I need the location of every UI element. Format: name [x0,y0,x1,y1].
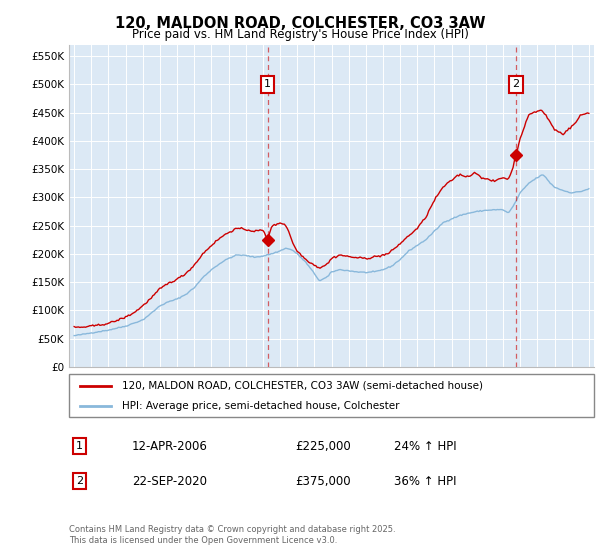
Text: 120, MALDON ROAD, COLCHESTER, CO3 3AW: 120, MALDON ROAD, COLCHESTER, CO3 3AW [115,16,485,31]
Text: 24% ↑ HPI: 24% ↑ HPI [395,440,457,453]
Text: Contains HM Land Registry data © Crown copyright and database right 2025.
This d: Contains HM Land Registry data © Crown c… [69,525,395,545]
FancyBboxPatch shape [69,374,594,417]
Text: £375,000: £375,000 [295,475,350,488]
Text: £225,000: £225,000 [295,440,350,453]
Text: Price paid vs. HM Land Registry's House Price Index (HPI): Price paid vs. HM Land Registry's House … [131,28,469,41]
Text: 120, MALDON ROAD, COLCHESTER, CO3 3AW (semi-detached house): 120, MALDON ROAD, COLCHESTER, CO3 3AW (s… [121,381,482,391]
Text: 1: 1 [264,80,271,90]
Text: 22-SEP-2020: 22-SEP-2020 [132,475,207,488]
Text: 2: 2 [512,80,520,90]
Text: 12-APR-2006: 12-APR-2006 [132,440,208,453]
Text: 1: 1 [76,441,83,451]
Text: 2: 2 [76,476,83,486]
Text: HPI: Average price, semi-detached house, Colchester: HPI: Average price, semi-detached house,… [121,402,399,411]
Text: 36% ↑ HPI: 36% ↑ HPI [395,475,457,488]
